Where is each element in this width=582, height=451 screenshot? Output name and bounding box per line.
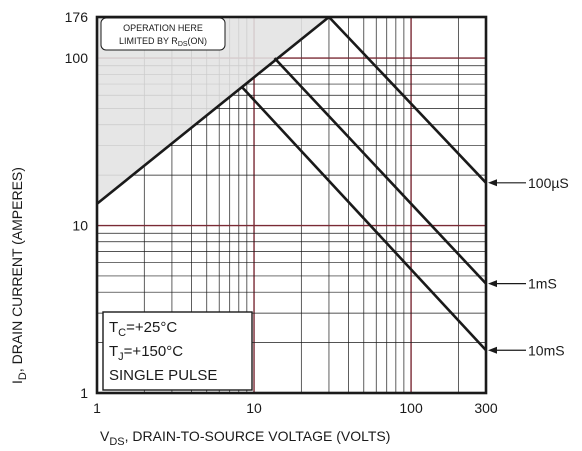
x-axis-title: VDS, DRAIN-TO-SOURCE VOLTAGE (VOLTS): [100, 428, 390, 448]
callout-arrow: [488, 346, 497, 354]
callout-arrow: [488, 179, 497, 187]
y-axis-title-sub: D: [17, 372, 29, 380]
curve-1: [328, 16, 487, 184]
tc-main: T: [109, 319, 118, 336]
rds-on-limit-line: [96, 15, 330, 205]
x-axis-title-rest: , DRAIN-TO-SOURCE VOLTAGE (VOLTS): [125, 428, 391, 444]
region-note-on: (ON): [188, 36, 208, 46]
tc-value: =+25°C: [126, 319, 177, 336]
region-note: OPERATION HERE LIMITED BY RDS(ON): [100, 17, 226, 51]
curve-2: [273, 57, 487, 285]
tj-main: T: [109, 343, 118, 360]
y-tick-labels: 1 10 100 176: [65, 9, 89, 401]
y-axis-title-rest: , DRAIN CURRENT (AMPERES): [9, 167, 25, 372]
region-note-rds-sub: DS: [178, 41, 188, 48]
x-tick-label: 100: [399, 400, 423, 416]
y-tick-label: 100: [65, 50, 89, 66]
region-note-line1: OPERATION HERE: [123, 23, 203, 33]
curve-label-3: 10mS: [528, 342, 565, 358]
x-tick-label: 1: [93, 400, 101, 416]
y-axis-title: ID, DRAIN CURRENT (AMPERES): [9, 167, 29, 384]
conditions-box: TC=+25°C TJ=+150°C SINGLE PULSE: [102, 311, 253, 391]
y-tick-label: 1: [80, 385, 88, 401]
conditions-frame: [102, 311, 253, 391]
x-tick-label: 300: [474, 400, 498, 416]
tc-sub: C: [118, 327, 126, 339]
tj-sub: J: [118, 351, 124, 363]
svg-text:OPERATION HERE: OPERATION HERE: [123, 23, 203, 33]
curve-label-1: 100µS: [528, 175, 569, 191]
curve-labels: 100µS 1mS 10mS: [488, 175, 569, 358]
y-tick-label: 10: [72, 218, 88, 234]
x-tick-label: 10: [246, 400, 262, 416]
svg-text:TJ=+150°C: TJ=+150°C: [109, 343, 183, 363]
x-axis-title-main: V: [100, 428, 110, 444]
region-note-line2: LIMITED BY R: [119, 36, 178, 46]
tj-value: =+150°C: [124, 343, 184, 360]
y-tick-label: 176: [65, 9, 89, 25]
plot-frame: [95, 15, 488, 395]
svg-text:LIMITED BY RDS(ON): LIMITED BY RDS(ON): [119, 36, 207, 48]
svg-text:TC=+25°C: TC=+25°C: [109, 319, 177, 339]
curve-label-2: 1mS: [528, 276, 557, 292]
curves: [241, 16, 487, 352]
x-axis-title-sub: DS: [109, 436, 124, 448]
curve-3: [241, 86, 487, 352]
single-pulse-label: SINGLE PULSE: [109, 367, 217, 384]
y-axis-title-main: I: [9, 380, 25, 384]
x-tick-labels: 1 10 100 300: [93, 400, 498, 416]
callout-arrow: [488, 280, 497, 288]
